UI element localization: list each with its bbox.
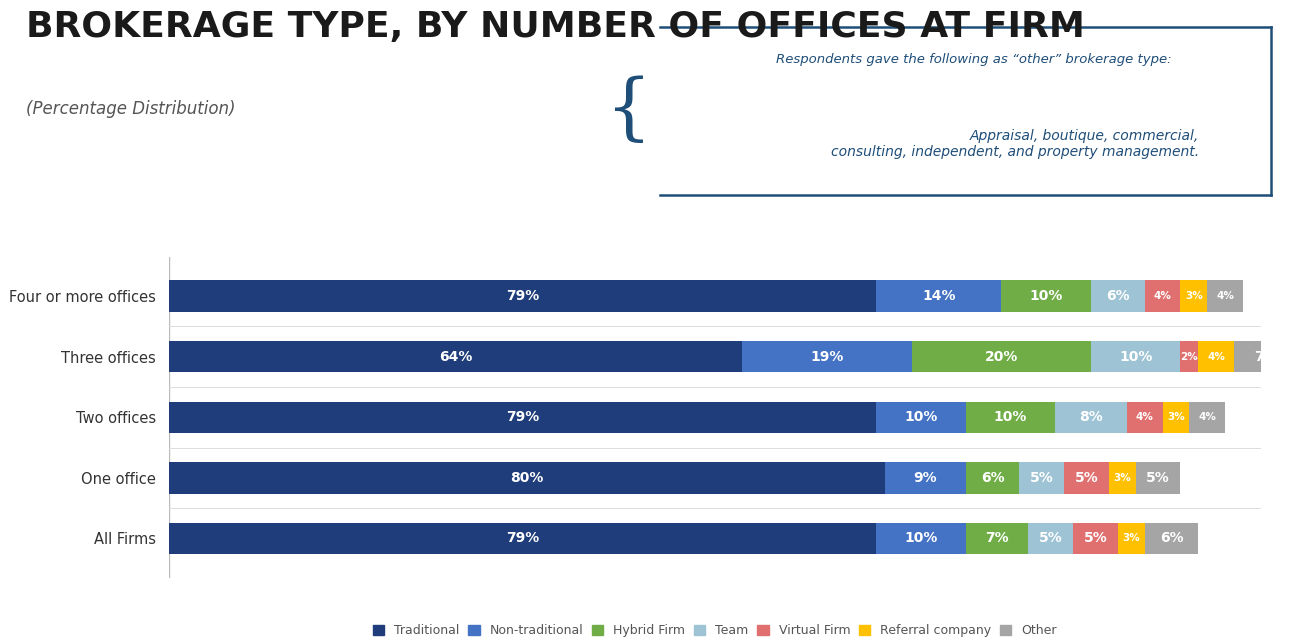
Bar [169, 462, 885, 494]
Text: Appraisal, boutique, commercial,
consulting, independent, and property managemen: Appraisal, boutique, commercial, consult… [831, 128, 1199, 159]
Bar [1208, 281, 1243, 312]
Bar [966, 523, 1028, 554]
Bar [1091, 281, 1144, 312]
Text: (Percentage Distribution): (Percentage Distribution) [26, 100, 235, 117]
Text: 79%: 79% [506, 532, 540, 546]
Text: 19%: 19% [810, 350, 844, 364]
Bar [1144, 523, 1199, 554]
Text: 3%: 3% [1113, 473, 1131, 483]
Bar [876, 523, 966, 554]
Bar [966, 401, 1056, 433]
Text: 5%: 5% [1147, 471, 1170, 485]
Text: 10%: 10% [1030, 289, 1063, 303]
Bar [1180, 341, 1199, 372]
Bar [876, 401, 966, 433]
Bar [1234, 341, 1297, 372]
Bar [1190, 401, 1225, 433]
Text: 64%: 64% [438, 350, 472, 364]
Bar [876, 281, 1001, 312]
Text: BROKERAGE TYPE, BY NUMBER OF OFFICES AT FIRM: BROKERAGE TYPE, BY NUMBER OF OFFICES AT … [26, 10, 1086, 44]
Bar [1162, 401, 1190, 433]
Text: 5%: 5% [1083, 532, 1108, 546]
Bar [1136, 462, 1180, 494]
Bar [1019, 462, 1065, 494]
Text: 2%: 2% [1180, 352, 1199, 361]
Text: 3%: 3% [1186, 291, 1203, 301]
Bar [1127, 401, 1162, 433]
Legend: Traditional, Non-traditional, Hybrid Firm, Team, Virtual Firm, Referral company,: Traditional, Non-traditional, Hybrid Fir… [368, 619, 1062, 642]
Bar [1072, 523, 1118, 554]
Text: 79%: 79% [506, 289, 540, 303]
Text: 5%: 5% [1039, 532, 1062, 546]
Bar [169, 401, 876, 433]
Text: Respondents gave the following as “other” brokerage type:: Respondents gave the following as “other… [776, 53, 1171, 66]
Bar [1144, 281, 1180, 312]
Bar [885, 462, 966, 494]
Text: 4%: 4% [1217, 291, 1234, 301]
Text: 10%: 10% [1119, 350, 1152, 364]
Text: 3%: 3% [1122, 534, 1140, 543]
Bar [1056, 401, 1127, 433]
Text: 9%: 9% [914, 471, 937, 485]
Text: 6%: 6% [980, 471, 1005, 485]
Bar [1028, 523, 1072, 554]
Bar [1091, 341, 1180, 372]
Text: 4%: 4% [1153, 291, 1171, 301]
Bar [1118, 523, 1144, 554]
Text: 14%: 14% [922, 289, 956, 303]
Bar [911, 341, 1091, 372]
Bar [966, 462, 1019, 494]
Text: 80%: 80% [511, 471, 543, 485]
Text: 7%: 7% [985, 532, 1009, 546]
Bar [1109, 462, 1136, 494]
Text: 3%: 3% [1167, 412, 1184, 422]
Text: {: { [606, 76, 653, 146]
Bar [169, 341, 742, 372]
Bar [1065, 462, 1109, 494]
Bar [1180, 281, 1208, 312]
Text: 6%: 6% [1106, 289, 1130, 303]
Text: 7%: 7% [1253, 350, 1278, 364]
Bar [1199, 341, 1234, 372]
Text: 4%: 4% [1199, 412, 1217, 422]
Text: 5%: 5% [1075, 471, 1098, 485]
Bar [169, 281, 876, 312]
Bar [742, 341, 911, 372]
Bar [169, 523, 876, 554]
Text: 10%: 10% [905, 532, 937, 546]
Text: 10%: 10% [993, 410, 1027, 424]
Text: 8%: 8% [1079, 410, 1102, 424]
Text: 6%: 6% [1160, 532, 1183, 546]
Text: 4%: 4% [1208, 352, 1225, 361]
Text: 79%: 79% [506, 410, 540, 424]
Text: 10%: 10% [905, 410, 937, 424]
Text: 20%: 20% [984, 350, 1018, 364]
Bar [1001, 281, 1091, 312]
Text: 4%: 4% [1136, 412, 1153, 422]
Text: 5%: 5% [1030, 471, 1053, 485]
